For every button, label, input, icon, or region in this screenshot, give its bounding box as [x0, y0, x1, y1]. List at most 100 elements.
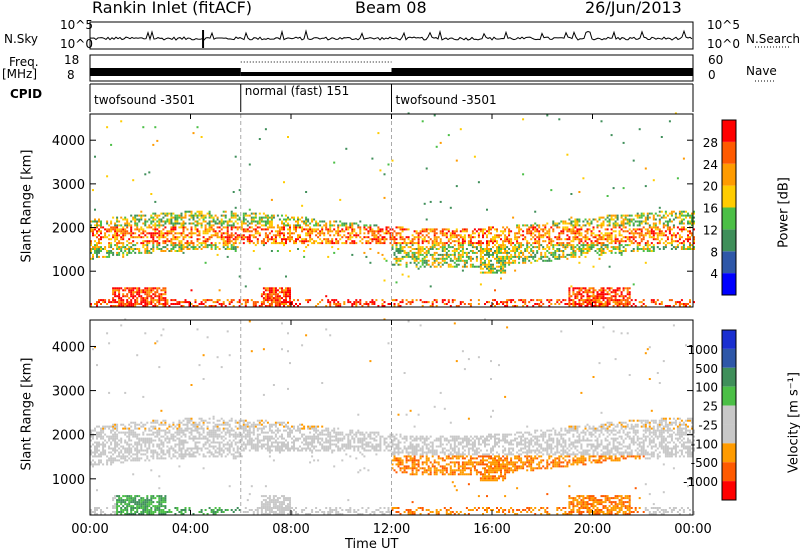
range-cell	[144, 297, 147, 300]
range-cell	[214, 230, 217, 233]
range-cell	[250, 226, 253, 229]
range-cell	[228, 236, 231, 239]
range-cell	[409, 255, 412, 258]
range-cell	[626, 287, 629, 290]
range-cell	[570, 216, 573, 219]
range-cell	[168, 431, 171, 434]
range-cell	[401, 246, 404, 249]
range-cell	[689, 242, 691, 245]
range-cell	[138, 439, 141, 442]
range-cell	[110, 455, 113, 458]
range-cell	[504, 250, 507, 252]
range-cell	[355, 234, 358, 237]
range-cell	[136, 459, 139, 462]
range-cell	[268, 220, 271, 223]
range-cell	[168, 449, 171, 452]
range-cell	[246, 220, 249, 223]
range-cell	[112, 447, 115, 450]
range-cell	[431, 255, 434, 258]
range-cell	[98, 255, 100, 258]
range-cell	[112, 423, 115, 426]
range-cell	[546, 250, 549, 252]
range-cell	[630, 218, 633, 221]
range-cell	[401, 301, 404, 304]
range-cell	[473, 228, 476, 231]
range-cell	[162, 303, 165, 305]
range-cell	[373, 230, 376, 233]
range-cell	[598, 250, 601, 252]
range-cell	[676, 226, 679, 229]
range-cell	[116, 433, 119, 436]
range-cell	[407, 275, 410, 278]
range-cell	[100, 433, 102, 436]
range-cell	[443, 259, 446, 262]
range-cell	[264, 242, 267, 245]
range-cell	[626, 238, 629, 241]
range-cell	[252, 305, 255, 307]
range-cell	[488, 263, 490, 266]
range-cell	[122, 246, 125, 249]
range-cell	[614, 303, 617, 305]
range-cell	[689, 238, 691, 241]
range-cell	[620, 224, 623, 227]
range-cell	[459, 301, 462, 304]
range-cell	[429, 253, 432, 256]
range-cell	[562, 255, 565, 258]
range-cell	[642, 248, 645, 250]
range-cell	[359, 299, 362, 302]
range-cell	[134, 228, 137, 231]
range-cell	[445, 255, 448, 258]
range-cell	[144, 459, 147, 462]
range-cell	[266, 297, 269, 300]
range-cell	[246, 240, 249, 243]
range-cell	[283, 236, 285, 239]
range-cell	[602, 248, 605, 250]
range-cell	[564, 299, 567, 302]
range-cell	[441, 244, 444, 247]
range-cell	[443, 261, 446, 264]
range-cell	[381, 230, 384, 233]
range-cell	[592, 236, 595, 239]
range-cell	[118, 293, 121, 296]
range-cell	[482, 255, 484, 258]
range-cell	[405, 263, 408, 266]
range-cell	[162, 499, 165, 502]
range-cell	[612, 224, 615, 227]
range-cell	[130, 429, 133, 432]
range-cell	[144, 173, 147, 176]
range-cell	[148, 447, 151, 450]
range-cell	[558, 248, 561, 250]
range-cell	[128, 251, 131, 254]
range-cell	[532, 299, 535, 302]
range-cell	[423, 230, 426, 233]
range-cell	[232, 224, 235, 227]
range-cell	[110, 451, 113, 454]
range-cell	[194, 427, 197, 430]
range-cell	[134, 421, 137, 424]
range-cell	[614, 226, 617, 229]
range-cell	[598, 253, 601, 256]
range-cell	[614, 220, 617, 223]
range-cell	[190, 419, 193, 422]
range-cell	[289, 299, 291, 302]
range-cell	[106, 461, 109, 464]
range-cell	[431, 246, 434, 249]
range-cell	[274, 301, 277, 304]
range-cell	[138, 433, 141, 436]
range-cell	[220, 228, 223, 231]
range-cell	[457, 253, 460, 256]
range-cell	[285, 295, 287, 298]
range-cell	[652, 301, 655, 304]
range-cell	[600, 120, 603, 123]
range-cell	[164, 423, 167, 426]
range-cell	[142, 214, 145, 217]
range-cell	[270, 238, 273, 241]
range-cell	[612, 289, 615, 292]
range-cell	[156, 214, 159, 217]
range-cell	[108, 451, 111, 454]
range-cell	[672, 234, 675, 237]
range-cell	[387, 232, 390, 235]
range-cell	[672, 232, 675, 235]
range-cell	[590, 232, 593, 235]
range-cell	[680, 220, 683, 223]
